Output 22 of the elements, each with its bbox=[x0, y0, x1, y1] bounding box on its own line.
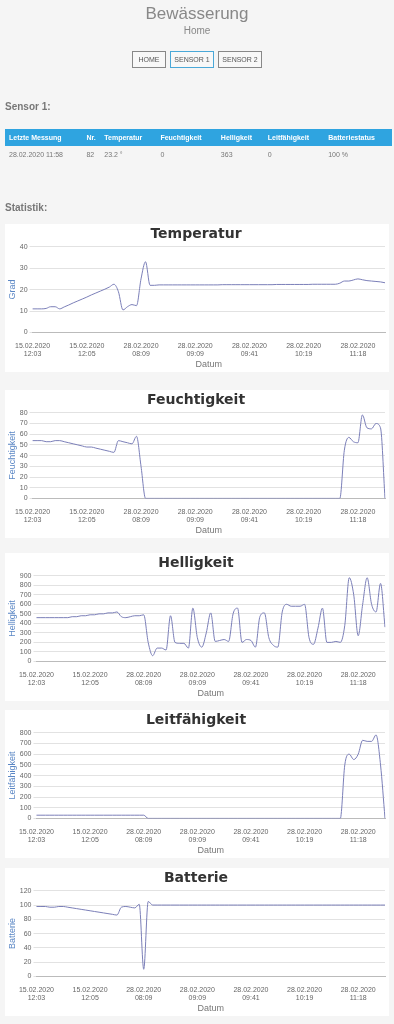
line-series bbox=[32, 261, 386, 311]
x-axis-title: Datum bbox=[197, 845, 224, 856]
y-axis-title: Grad bbox=[6, 279, 17, 300]
x-axis-title: Datum bbox=[195, 525, 223, 536]
chart-title: Helligkeit bbox=[158, 554, 235, 571]
text: Statistik: bbox=[5, 202, 48, 213]
y-axis-title: Feuchtigkeit bbox=[6, 430, 17, 480]
text: Bewässerung bbox=[144, 4, 250, 24]
y-axis-title: Batterie bbox=[6, 918, 17, 950]
text: Home bbox=[182, 25, 212, 36]
x-axis-title: Datum bbox=[197, 688, 224, 699]
y-axis-title: Helligkeit bbox=[6, 599, 17, 637]
x-axis-title: Datum bbox=[197, 1003, 224, 1014]
line-series bbox=[35, 901, 386, 970]
x-axis-title: Datum bbox=[195, 359, 223, 370]
chart-title: Leitfähigkeit bbox=[145, 711, 247, 728]
line-series bbox=[35, 577, 386, 657]
text: Sensor 1: bbox=[5, 101, 51, 112]
chart-title: Feuchtigkeit bbox=[146, 391, 246, 408]
chart-title: Temperatur bbox=[150, 225, 242, 242]
chart-title: Batterie bbox=[163, 869, 229, 886]
y-axis-title: Leitfähigkeit bbox=[6, 751, 17, 800]
